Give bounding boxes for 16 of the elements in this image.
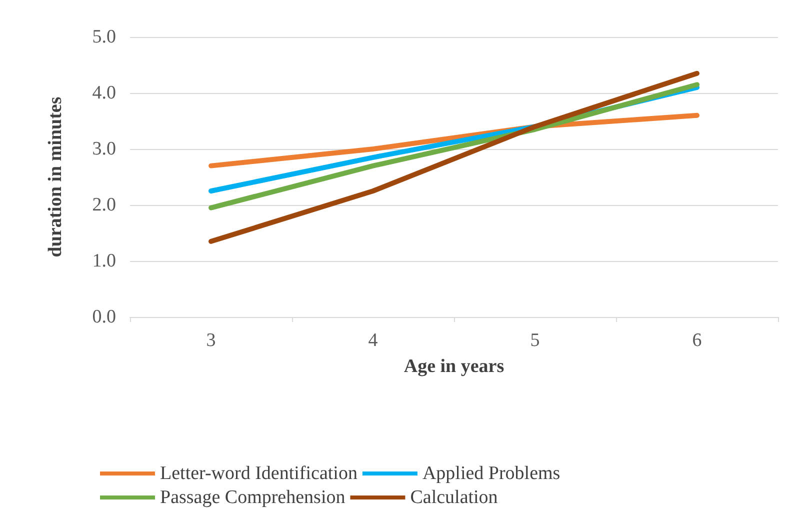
- legend-label: Passage Comprehension: [160, 487, 346, 508]
- x-tick-label: 6: [692, 330, 702, 351]
- legend-label: Letter-word Identification: [160, 463, 358, 484]
- x-axis-title: Age in years: [404, 356, 504, 377]
- y-tick-label: 0.0: [92, 306, 116, 328]
- x-tick-label: 5: [530, 330, 540, 351]
- y-tick-label: 5.0: [92, 26, 116, 48]
- y-tick-label: 3.0: [92, 138, 116, 160]
- y-tick-label: 1.0: [92, 250, 116, 272]
- x-tick-label: 3: [206, 330, 216, 351]
- y-tick-label: 2.0: [92, 194, 116, 216]
- legend-label: Applied Problems: [422, 463, 560, 484]
- x-tick-label: 4: [368, 330, 378, 351]
- y-axis-title: duration in minutes: [45, 96, 66, 258]
- legend-label: Calculation: [410, 487, 498, 508]
- y-tick-label: 4.0: [92, 82, 116, 104]
